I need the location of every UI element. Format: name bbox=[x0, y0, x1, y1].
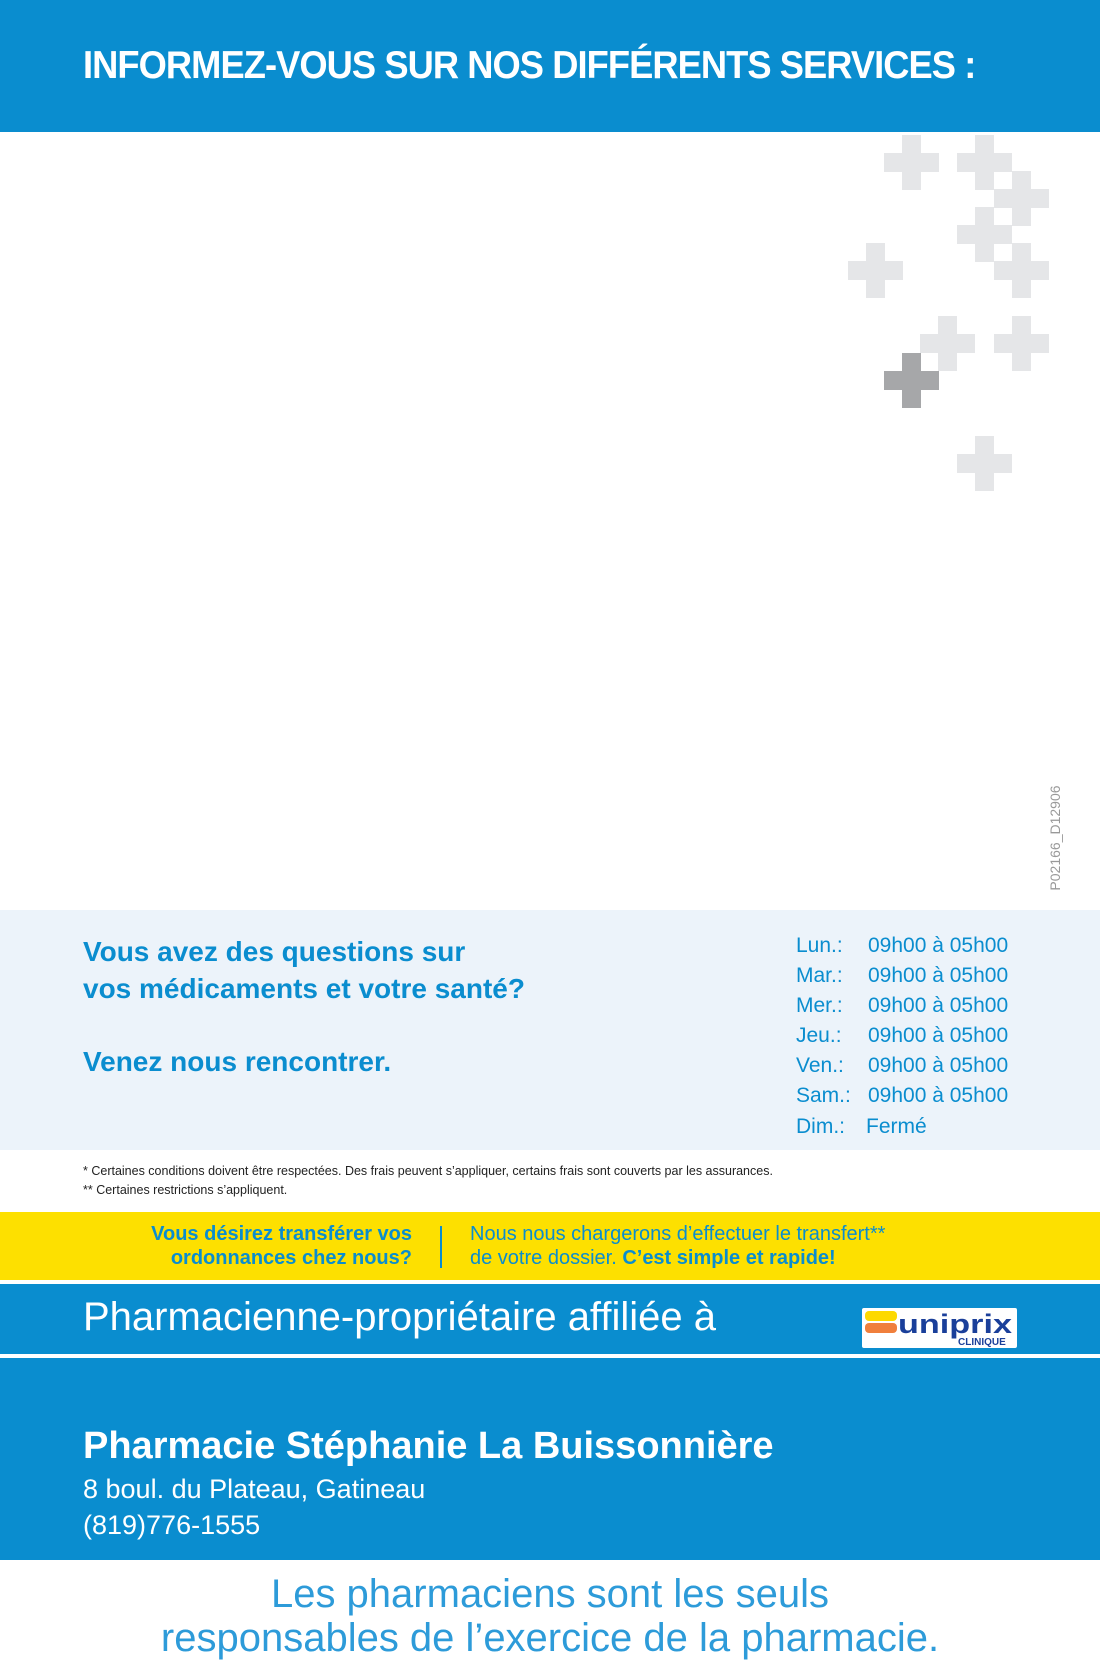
hours-time: 09h00 à 05h00 bbox=[868, 1024, 1009, 1047]
hours-time: 09h00 à 05h00 bbox=[868, 1054, 1009, 1077]
transfer-tagline: C’est simple et rapide! bbox=[622, 1247, 836, 1269]
hours-day: Sam.: bbox=[796, 1084, 851, 1107]
header-banner bbox=[0, 0, 1100, 132]
footnote-2: ** Certaines restrictions s’appliquent. bbox=[83, 1183, 288, 1197]
transfer-question-1: Vous désirez transférer vos bbox=[151, 1223, 412, 1245]
svg-text:uniprix: uniprix bbox=[898, 1309, 1012, 1339]
question-line-2: vos médicaments et votre santé? bbox=[83, 973, 525, 1004]
hours-time: 09h00 à 05h00 bbox=[868, 934, 1009, 957]
question-line-1: Vous avez des questions sur bbox=[83, 936, 466, 967]
cross-icon bbox=[994, 171, 1049, 226]
cross-icon-dark bbox=[884, 353, 939, 408]
transfer-text-2: de votre dossier. C’est simple et rapide… bbox=[470, 1247, 836, 1270]
hours-day: Dim.: bbox=[796, 1115, 845, 1138]
store-name: Pharmacie Stéphanie La Buissonnière bbox=[83, 1425, 774, 1467]
affiliation-text: Pharmacienne-propriétaire affiliée à bbox=[83, 1295, 716, 1339]
store-phone: (819)776-1555 bbox=[83, 1510, 261, 1540]
cross-icon bbox=[920, 316, 975, 371]
cross-icon bbox=[848, 243, 903, 298]
hours-time: 09h00 à 05h00 bbox=[868, 1084, 1009, 1107]
disclaimer-line-1: Les pharmaciens sont les seuls bbox=[270, 1572, 830, 1616]
hours-day: Mer.: bbox=[796, 994, 843, 1017]
svg-text:CLINIQUE: CLINIQUE bbox=[958, 1337, 1006, 1348]
hours-day: Jeu.: bbox=[796, 1024, 842, 1047]
hours-time: 09h00 à 05h00 bbox=[868, 964, 1009, 987]
hours-time: Fermé bbox=[866, 1115, 927, 1138]
cross-icon bbox=[994, 243, 1049, 298]
divider bbox=[440, 1226, 442, 1268]
hours-day: Mar.: bbox=[796, 964, 843, 987]
invite-text: Venez nous rencontrer. bbox=[83, 1046, 392, 1077]
reference-code: P02166_D12906 bbox=[1047, 785, 1063, 891]
cross-icon bbox=[957, 135, 1012, 190]
disclaimer-line-2: responsables de l’exercice de la pharmac… bbox=[160, 1616, 940, 1660]
transfer-band: Vous désirez transférer vos ordonnances … bbox=[0, 1212, 1100, 1280]
store-band bbox=[0, 1358, 1100, 1560]
cross-icon bbox=[994, 316, 1049, 371]
footnote-1: * Certaines conditions doivent être resp… bbox=[83, 1164, 773, 1178]
transfer-text-2-regular: de votre dossier. bbox=[470, 1247, 617, 1269]
hours-day: Lun.: bbox=[796, 934, 843, 957]
transfer-text-1: Nous nous chargerons d’effectuer le tran… bbox=[470, 1223, 886, 1245]
page-title: INFORMEZ-VOUS SUR NOS DIFFÉRENTS SERVICE… bbox=[83, 44, 976, 87]
uniprix-logo: uniprix CLINIQUE bbox=[862, 1308, 1017, 1348]
cross-icon bbox=[957, 436, 1012, 491]
transfer-question-2: ordonnances chez nous? bbox=[170, 1247, 412, 1269]
info-band: Vous avez des questions sur vos médicame… bbox=[0, 910, 1100, 1150]
store-address: 8 boul. du Plateau, Gatineau bbox=[83, 1474, 426, 1504]
cross-icon bbox=[957, 207, 1012, 262]
hours-day: Ven.: bbox=[796, 1054, 844, 1077]
hours-time: 09h00 à 05h00 bbox=[868, 994, 1009, 1017]
cross-icon bbox=[884, 135, 939, 190]
